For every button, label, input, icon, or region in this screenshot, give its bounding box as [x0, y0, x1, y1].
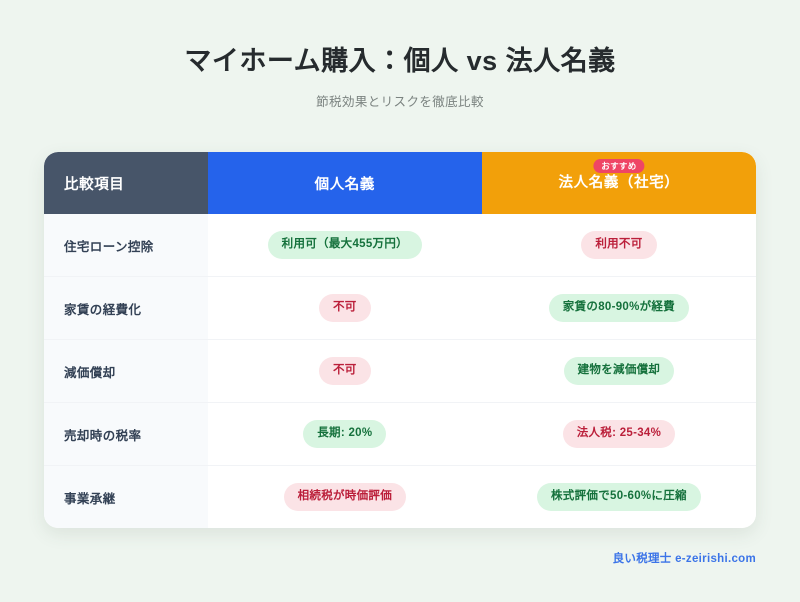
page-subtitle: 節税効果とリスクを徹底比較	[316, 95, 484, 110]
row-label: 売却時の税率	[44, 402, 208, 466]
row-label: 住宅ローン控除	[44, 214, 208, 277]
comparison-table: 比較項目 個人名義 おすすめ 法人名義（社宅） 住宅ローン控除 利用可（最大45…	[44, 152, 756, 528]
table-header: 比較項目 個人名義 おすすめ 法人名義（社宅）	[44, 152, 756, 214]
comparison-card: 比較項目 個人名義 おすすめ 法人名義（社宅） 住宅ローン控除 利用可（最大45…	[44, 152, 756, 528]
row-label: 家賃の経費化	[44, 276, 208, 340]
cell-individual: 不可	[207, 276, 482, 340]
table-row: 住宅ローン控除 利用可（最大455万円） 利用不可	[44, 214, 756, 277]
value-pill: 相続税が時価評価	[283, 483, 406, 511]
value-pill: 法人税: 25-34%	[562, 420, 676, 448]
corporate-header-wrap: おすすめ 法人名義（社宅）	[558, 159, 680, 191]
row-label: 減価償却	[44, 339, 208, 403]
table-row: 事業承継 相続税が時価評価 株式評価で50-60%に圧縮	[44, 465, 756, 528]
value-pill: 不可	[319, 294, 371, 322]
table-row: 減価償却 不可 建物を減価償却	[44, 339, 756, 403]
page-title: マイホーム購入：個人 vs 法人名義	[184, 46, 616, 76]
cell-individual: 不可	[207, 339, 482, 403]
value-pill: 長期: 20%	[303, 420, 387, 448]
value-pill: 不可	[319, 357, 371, 385]
value-pill: 利用不可	[581, 231, 657, 259]
row-label: 事業承継	[44, 465, 208, 528]
cell-corporate: 株式評価で50-60%に圧縮	[481, 465, 756, 528]
footer-credit: 良い税理士 e-zeirishi.com	[612, 553, 756, 565]
column-header-corporate-label: 法人名義（社宅）	[558, 175, 680, 191]
value-pill: 利用可（最大455万円）	[267, 231, 422, 259]
cell-corporate: 法人税: 25-34%	[481, 402, 756, 466]
value-pill: 建物を減価償却	[563, 357, 675, 385]
column-header-individual: 個人名義	[207, 152, 482, 214]
cell-individual: 相続税が時価評価	[207, 465, 482, 528]
header-row: 比較項目 個人名義 おすすめ 法人名義（社宅）	[44, 152, 756, 214]
cell-corporate: 家賃の80-90%が経費	[481, 276, 756, 340]
value-pill: 株式評価で50-60%に圧縮	[537, 483, 701, 511]
value-pill: 家賃の80-90%が経費	[548, 294, 690, 322]
column-header-item: 比較項目	[44, 152, 208, 214]
table-body: 住宅ローン控除 利用可（最大455万円） 利用不可 家賃の経費化 不可 家賃の8…	[44, 214, 756, 528]
table-row: 家賃の経費化 不可 家賃の80-90%が経費	[44, 276, 756, 340]
cell-individual: 長期: 20%	[207, 402, 482, 466]
recommended-badge: おすすめ	[593, 159, 645, 173]
table-row: 売却時の税率 長期: 20% 法人税: 25-34%	[44, 402, 756, 466]
cell-corporate: 利用不可	[481, 214, 756, 277]
cell-corporate: 建物を減価償却	[481, 339, 756, 403]
heading-block: マイホーム購入：個人 vs 法人名義 節税効果とリスクを徹底比較	[0, 0, 800, 110]
cell-individual: 利用可（最大455万円）	[207, 214, 482, 277]
column-header-corporate: おすすめ 法人名義（社宅）	[481, 152, 756, 214]
